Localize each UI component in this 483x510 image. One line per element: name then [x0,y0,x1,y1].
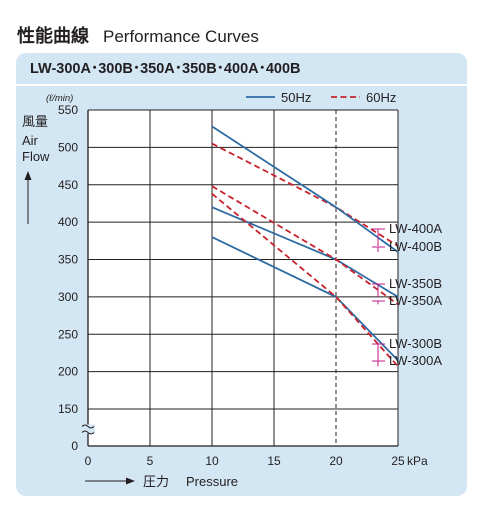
series-label-lw-400a: LW-400A [389,221,442,236]
y-tick-label: 500 [58,140,78,154]
series-label-lw-350b: LW-350B [389,276,442,291]
series-line-lw-300a [211,193,399,367]
y-tick-label: 250 [58,327,78,341]
x-unit-label: kPa [407,454,428,468]
page-heading: 性能曲線 Performance Curves [17,22,259,48]
series-label-lw-300b: LW-300B [389,336,442,351]
series-line-lw-300b [211,236,399,362]
y-tick-label: 300 [58,290,78,304]
legend-label-50hz: 50Hz [281,90,311,105]
x-tick-label: 25 [391,454,405,468]
y-axis-title-ja: 風量 [22,114,48,129]
x-tick-label: 5 [147,454,154,468]
axis-break-mark [81,430,95,435]
axis-break-gap [81,424,95,434]
plot-area [88,110,398,446]
axis-break-mark [81,424,95,429]
chart-legend: 50Hz 60Hz [246,90,396,105]
legend-label-60hz: 60Hz [366,90,396,105]
x-axis-arrow-head [126,477,135,485]
heading-english: Performance Curves [103,27,259,46]
x-tick-label: 20 [329,454,343,468]
data-series [211,125,399,367]
model-list-title: LW-300A･300B･350A･350B･400A･400B [30,61,301,77]
tick-labels: 0 150 200 250 300 350 400 450 500 550 0 5 10 15 20 25 kP… [46,93,428,468]
y-tick-label: 150 [58,402,78,416]
y-tick-label: 450 [58,178,78,192]
series-label-lw-350a: LW-350A [389,293,442,308]
x-tick-label: 0 [85,454,92,468]
y-tick-label: 0 [71,439,78,453]
y-tick-label: 200 [58,365,78,379]
panel-divider [16,84,467,86]
grid-lines [88,109,399,446]
heading-japanese: 性能曲線 [17,26,89,47]
x-tick-label: 10 [205,454,219,468]
series-line-lw-350a [211,185,399,306]
x-tick-label: 15 [267,454,281,468]
axes [81,110,398,447]
y-tick-label: 550 [58,103,78,117]
series-label-lw-300a: LW-300A [389,353,442,368]
y-unit-label: (ℓ/min) [46,93,73,104]
x-axis-title-ja: 圧力 [143,474,169,489]
y-tick-label: 350 [58,253,78,267]
y-tick-label: 400 [58,215,78,229]
series-line-lw-400b [211,125,399,253]
y-axis-arrow-head [24,171,32,180]
series-label-lw-400b: LW-400B [389,239,442,254]
y-axis-title-en-1: Air [22,133,39,148]
x-axis-title-en: Pressure [186,474,238,489]
plot-background [88,110,398,446]
series-labels: LW-400A LW-400B LW-350B LW-350A LW-300B LW-30… [372,221,442,368]
y-axis-title-en-2: Flow [22,149,50,164]
